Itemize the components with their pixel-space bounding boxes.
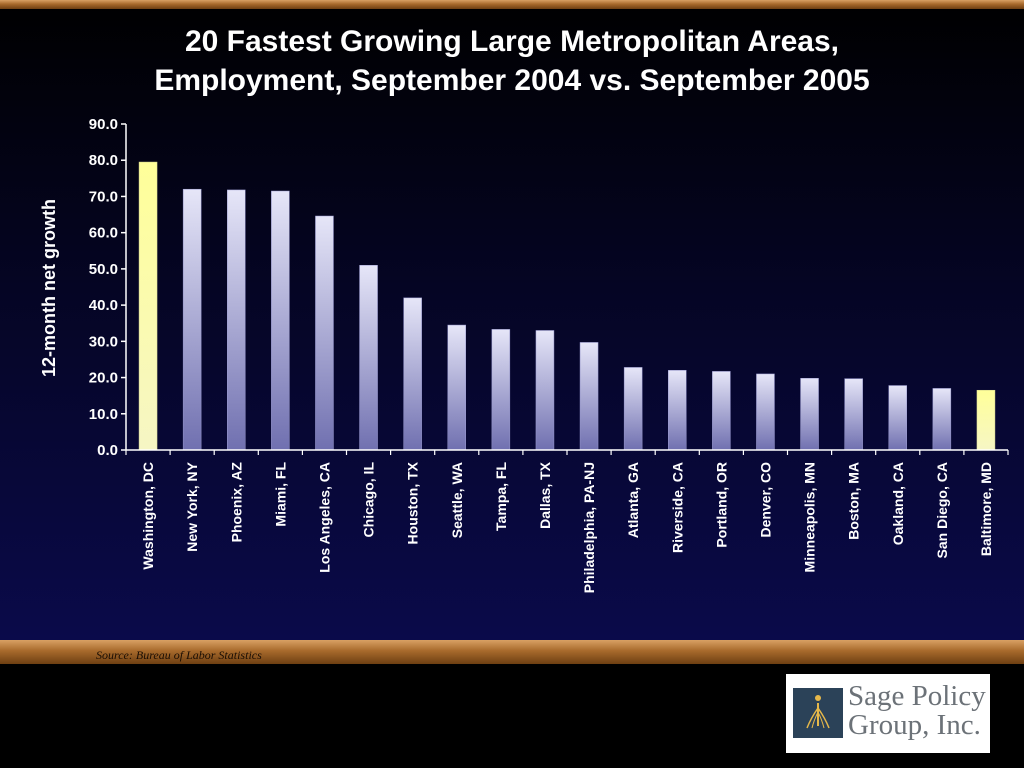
bars: [138, 161, 996, 451]
x-tick-label: Washington, DC: [140, 462, 156, 570]
x-tick-label: Riverside, CA: [669, 462, 685, 553]
y-tick-label: 70.0: [89, 188, 118, 205]
bar-san-diego-ca: [932, 388, 952, 451]
bar-boston-ma: [844, 378, 863, 451]
bar-phoenix-az: [227, 189, 246, 451]
chart-title: 20 Fastest Growing Large Metropolitan Ar…: [0, 22, 1024, 100]
x-tick-label: Los Angeles, CA: [316, 462, 332, 573]
bar-baltimore-md: [976, 389, 996, 451]
x-tick-label: Oakland, CA: [890, 462, 906, 545]
bar-miami-fl: [271, 190, 290, 451]
x-tick-label: Seattle, WA: [449, 462, 465, 538]
x-tick-label: Dallas, TX: [537, 461, 553, 529]
x-tick-label: San Diego, CA: [934, 462, 950, 558]
logo-line-1: Sage Policy: [848, 680, 986, 712]
y-tick-label: 20.0: [89, 370, 118, 387]
x-ticks: Washington, DC New York, NY Phoenix, AZ Mia…: [125, 450, 1009, 593]
x-tick-label: Houston, TX: [405, 461, 421, 544]
bar-philadelphia-pa-nj: [579, 342, 599, 451]
y-tick-label: 40.0: [89, 297, 118, 314]
x-tick-label: Chicago, IL: [361, 462, 377, 538]
y-tick-label: 50.0: [89, 261, 118, 278]
y-ticks: 0.0 10.0 20.0 30.0 40.0 50.0 60.0 70.0 80.0 90.0: [89, 116, 126, 459]
bar-denver-co: [756, 373, 775, 451]
bar-washington-dc: [138, 161, 158, 451]
x-tick-label: Baltimore, MD: [978, 462, 994, 556]
bar-tampa-fl: [491, 329, 511, 451]
bar-new-york-ny: [182, 188, 202, 451]
slide-background: [0, 0, 1024, 640]
bar-atlanta-ga: [623, 367, 643, 451]
y-tick-label: 0.0: [97, 442, 118, 459]
top-accent-bar: [0, 0, 1024, 9]
chart-title-line-2: Employment, September 2004 vs. September…: [154, 64, 870, 97]
x-tick-label: Tampa, FL: [493, 462, 509, 531]
y-tick-label: 90.0: [89, 116, 118, 133]
bar-seattle-wa: [447, 324, 466, 451]
x-tick-label: Boston, MA: [846, 462, 862, 540]
logo-line-2: Group, Inc.: [848, 709, 981, 741]
y-tick-label: 80.0: [89, 152, 118, 169]
bar-los-angeles-ca: [315, 215, 334, 451]
x-tick-label: Phoenix, AZ: [228, 462, 244, 543]
y-tick-label: 30.0: [89, 333, 118, 350]
y-tick-label: 10.0: [89, 406, 118, 423]
x-tick-label: Minneapolis, MN: [802, 462, 818, 572]
y-tick-label: 60.0: [89, 225, 118, 242]
sage-policy-logo-icon: [793, 688, 843, 738]
y-axis-label: 12-month net growth: [39, 199, 59, 377]
bar-riverside-ca: [668, 370, 687, 451]
chart-title-line-1: 20 Fastest Growing Large Metropolitan Ar…: [184, 25, 840, 58]
x-tick-label: Atlanta, GA: [625, 462, 641, 538]
x-tick-label: New York, NY: [184, 461, 200, 551]
bar-dallas-tx: [535, 330, 555, 451]
bottom-accent-bar: [0, 640, 1024, 664]
bar-minneapolis-mn: [800, 378, 819, 451]
x-tick-label: Miami, FL: [272, 462, 288, 527]
bar-houston-tx: [403, 297, 422, 451]
bar-oakland-ca: [888, 385, 907, 451]
bar-chart: 12-month net growth 0.0 10.0 20.0 30.0 40.0 5…: [39, 116, 1009, 593]
source-note: Source: Bureau of Labor Statistics: [96, 648, 262, 662]
company-logo: Sage Policy Group, Inc.: [786, 674, 990, 753]
x-tick-label: Portland, OR: [713, 462, 729, 548]
bar-portland-or: [712, 371, 731, 451]
x-tick-label: Philadelphia, PA-NJ: [581, 462, 597, 593]
bar-chicago-il: [359, 265, 378, 451]
x-tick-label: Denver, CO: [757, 462, 773, 538]
